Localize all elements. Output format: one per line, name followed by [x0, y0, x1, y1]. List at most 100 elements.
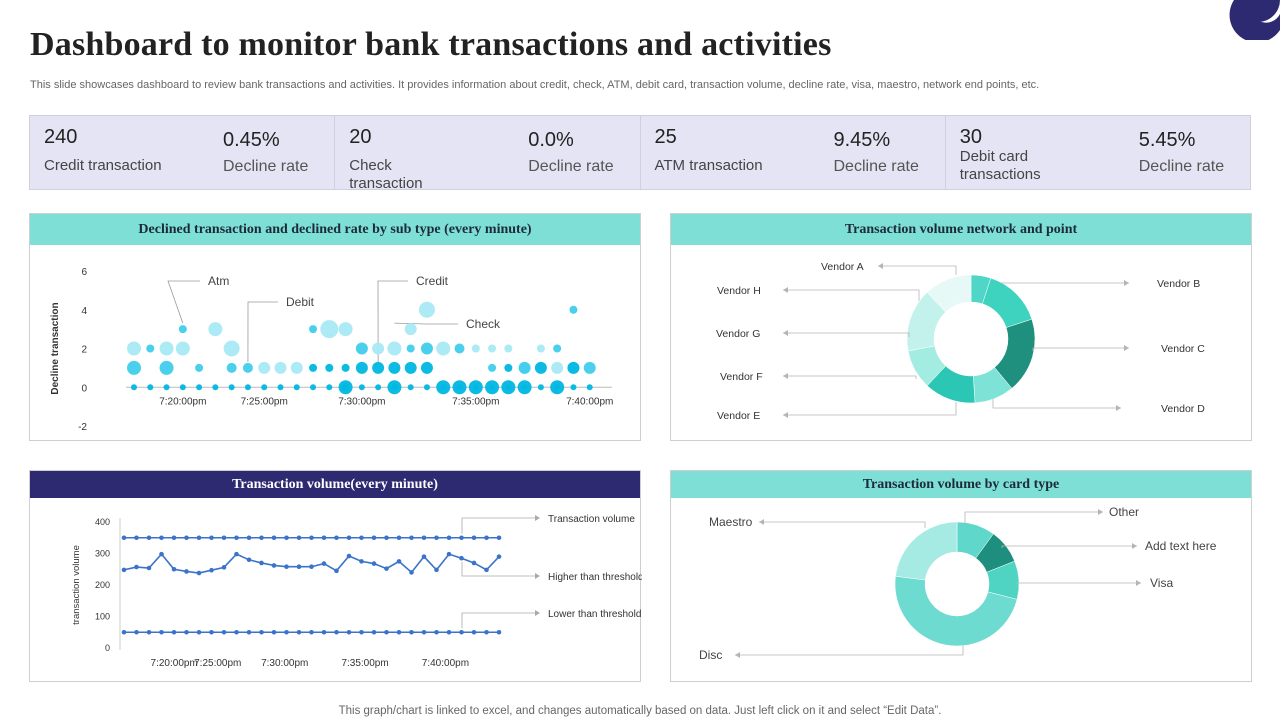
series-point: [184, 569, 189, 574]
bubble-point: [407, 384, 414, 391]
panel-title: Declined transaction and declined rate b…: [30, 214, 640, 245]
kpi-rate-label: Decline rate: [833, 158, 919, 175]
series-point: [184, 535, 189, 541]
bubble-point: [293, 384, 300, 391]
series-point: [296, 564, 302, 570]
series-point: [446, 551, 452, 557]
series-point: [471, 535, 477, 541]
series-point: [409, 570, 414, 575]
series-point: [396, 629, 402, 635]
bubble-point: [223, 340, 240, 357]
bubble-point: [212, 384, 219, 391]
series-point: [421, 535, 427, 541]
annotation-callout-line: [377, 280, 408, 362]
series-point: [496, 554, 502, 559]
bubble-point: [242, 362, 253, 373]
series-point: [296, 629, 302, 635]
bubble-point: [159, 360, 174, 375]
bubble-point: [178, 325, 187, 334]
bubble-point: [423, 384, 430, 391]
series-point: [171, 535, 177, 541]
series-point: [134, 629, 139, 635]
x-tick-label: 7:20:00pm: [159, 396, 206, 407]
series-point: [259, 535, 264, 541]
series-point: [359, 629, 364, 635]
series-point: [159, 551, 164, 557]
series-point: [259, 560, 264, 566]
y-tick-label: 6: [81, 267, 87, 278]
y-tick-label: -2: [78, 422, 87, 433]
y-tick-label: 2: [81, 345, 87, 356]
series-point: [209, 535, 214, 541]
bubble-point: [372, 361, 385, 374]
panel-volume: Transaction volume(every minute) 0 100 200…: [29, 470, 642, 682]
slice-label: Vendor A: [821, 261, 864, 273]
bubble-point: [418, 301, 435, 318]
donut-slice: [894, 575, 1018, 647]
series-point: [334, 568, 339, 574]
series-point: [234, 629, 239, 635]
donut-slice: [982, 277, 1033, 328]
leader-arrowhead: [1124, 345, 1129, 351]
bubble-point: [406, 344, 415, 353]
x-tick-label: 7:35:00pm: [452, 396, 499, 407]
leader-line: [783, 289, 920, 301]
callout-line: [461, 561, 538, 577]
series-point: [171, 629, 177, 635]
leader-line: [759, 521, 926, 528]
kpi-value: 20: [349, 126, 372, 148]
callout-line: [461, 517, 538, 534]
panel-card-type: Transaction volume by card type Other Add…: [670, 470, 1252, 682]
bubble-point: [127, 360, 141, 375]
annotation-callout-line: [247, 301, 278, 362]
bubble-point: [420, 342, 433, 355]
bubble-point: [436, 341, 451, 356]
callout-label: Higher than threshold: [548, 572, 642, 583]
x-tick-label: 7:40:00pm: [566, 396, 613, 407]
leader-arrowhead: [783, 287, 788, 293]
y-tick-label: 300: [95, 549, 110, 559]
kpi-rate-label: Decline rate: [1138, 158, 1225, 175]
series-point: [459, 535, 464, 541]
bubble-point: [358, 384, 365, 391]
leader-line: [1016, 582, 1141, 584]
bubble-point: [452, 380, 467, 395]
series-point: [496, 535, 502, 541]
bubble-point: [454, 343, 465, 354]
bubble-point: [569, 305, 578, 314]
kpi-rate-label: Decline rate: [223, 158, 309, 175]
series-point: [371, 629, 377, 635]
series-point: [409, 629, 414, 635]
bubble-point: [388, 361, 401, 374]
leader-arrowhead: [1132, 543, 1137, 549]
bubble-point: [338, 380, 353, 395]
series-point: [434, 629, 439, 635]
series-point: [484, 535, 489, 541]
series-point: [334, 535, 339, 541]
bubble-point: [261, 384, 268, 391]
bubble-point: [518, 361, 531, 374]
series-point: [221, 629, 227, 635]
slice-label: Vendor C: [1161, 343, 1205, 355]
slice-label: Disc: [699, 648, 722, 662]
bubble-point: [488, 363, 497, 372]
series-point: [321, 561, 327, 566]
leader-line: [783, 402, 957, 416]
series-point: [496, 629, 502, 635]
bubble-point: [387, 380, 402, 395]
panel-title: Transaction volume by card type: [671, 471, 1251, 498]
bubble-point: [226, 362, 237, 373]
bubble-point: [175, 341, 190, 356]
series-point: [134, 564, 139, 570]
slice-label: Vendor H: [717, 285, 761, 297]
kpi-label: ATM transaction: [654, 157, 763, 174]
annotation-label: Atm: [208, 274, 229, 288]
bubble-point: [534, 361, 547, 374]
kpi-rate: 5.45%: [1138, 129, 1196, 151]
bubble-point: [504, 363, 513, 372]
series-point: [421, 629, 427, 635]
series-point: [271, 629, 277, 635]
leader-line: [783, 332, 910, 337]
bubble-point: [258, 361, 271, 374]
series-point: [434, 567, 439, 573]
